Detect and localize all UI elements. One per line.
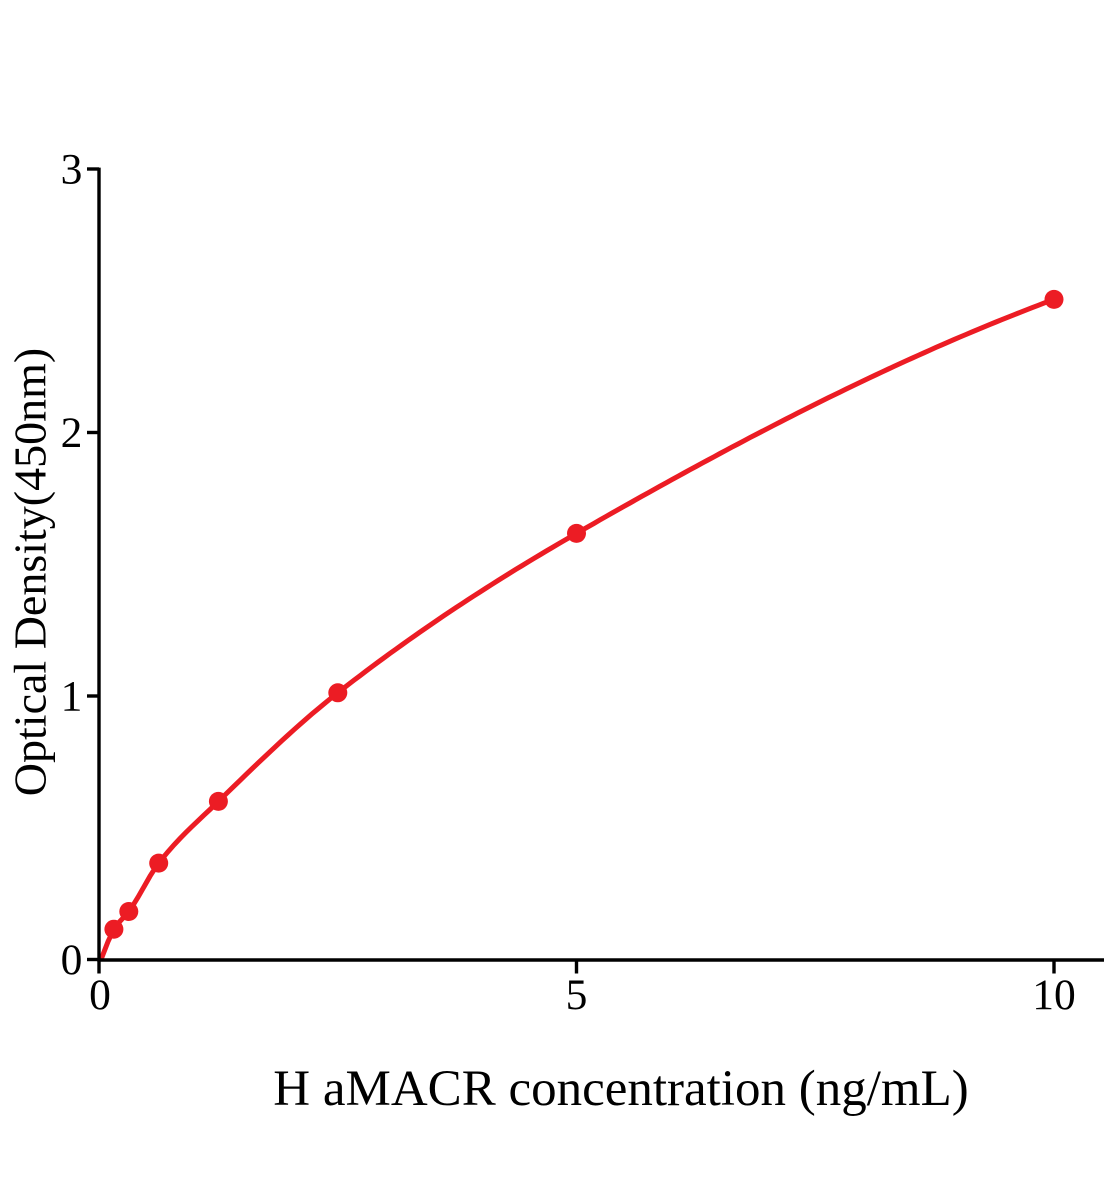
svg-text:10: 10 [1032, 971, 1076, 1019]
svg-text:2: 2 [61, 409, 83, 457]
svg-text:3: 3 [61, 145, 83, 193]
svg-text:H aMACR concentration (ng/mL): H aMACR concentration (ng/mL) [273, 1061, 968, 1117]
svg-text:0: 0 [89, 971, 111, 1019]
svg-text:1: 1 [61, 672, 83, 720]
svg-text:Optical Density(450nm): Optical Density(450nm) [5, 348, 56, 796]
svg-text:5: 5 [566, 971, 588, 1019]
svg-text:0: 0 [61, 936, 83, 984]
